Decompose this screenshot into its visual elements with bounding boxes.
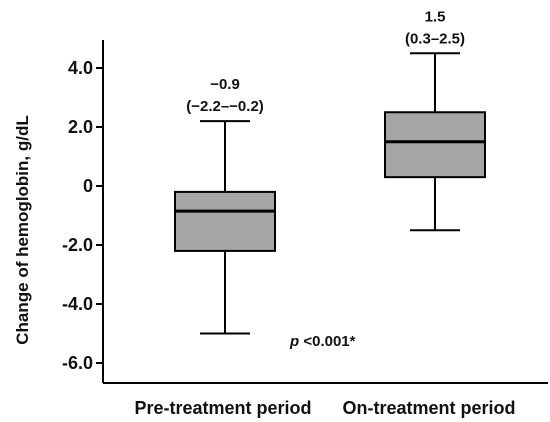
box-iqr — [384, 111, 486, 179]
y-tick-label: -4.0 — [62, 294, 93, 314]
y-tick-label: -6.0 — [62, 353, 93, 373]
p-value-annotation: p <0.001* — [289, 333, 356, 350]
y-tick-label: -2.0 — [62, 235, 93, 255]
box-group — [174, 52, 486, 335]
box-annotation-iqr: (0.3–2.5) — [405, 30, 465, 47]
x-category-label: On-treatment period — [342, 398, 515, 418]
y-tick-label: 0 — [83, 176, 93, 196]
box-annotation-iqr: (−2.2–−0.2) — [186, 98, 264, 115]
box-annotation-median: 1.5 — [425, 8, 446, 25]
y-tick-label: 2.0 — [68, 117, 93, 137]
label-group: −0.9 (−2.2–−0.2) Pre-treatment period 1.5 (0… — [134, 8, 515, 418]
x-category-label: Pre-treatment period — [134, 398, 311, 418]
p-value-symbol: p — [289, 333, 299, 350]
p-value-text: <0.001* — [299, 333, 355, 350]
box-iqr — [174, 190, 276, 252]
y-tick-label: 4.0 — [68, 58, 93, 78]
y-axis-title: Change of hemoglobin, g/dL — [13, 115, 32, 344]
axes: -6.0 -4.0 -2.0 0 2.0 4.0 — [62, 40, 548, 384]
box-annotation-median: −0.9 — [210, 76, 240, 93]
